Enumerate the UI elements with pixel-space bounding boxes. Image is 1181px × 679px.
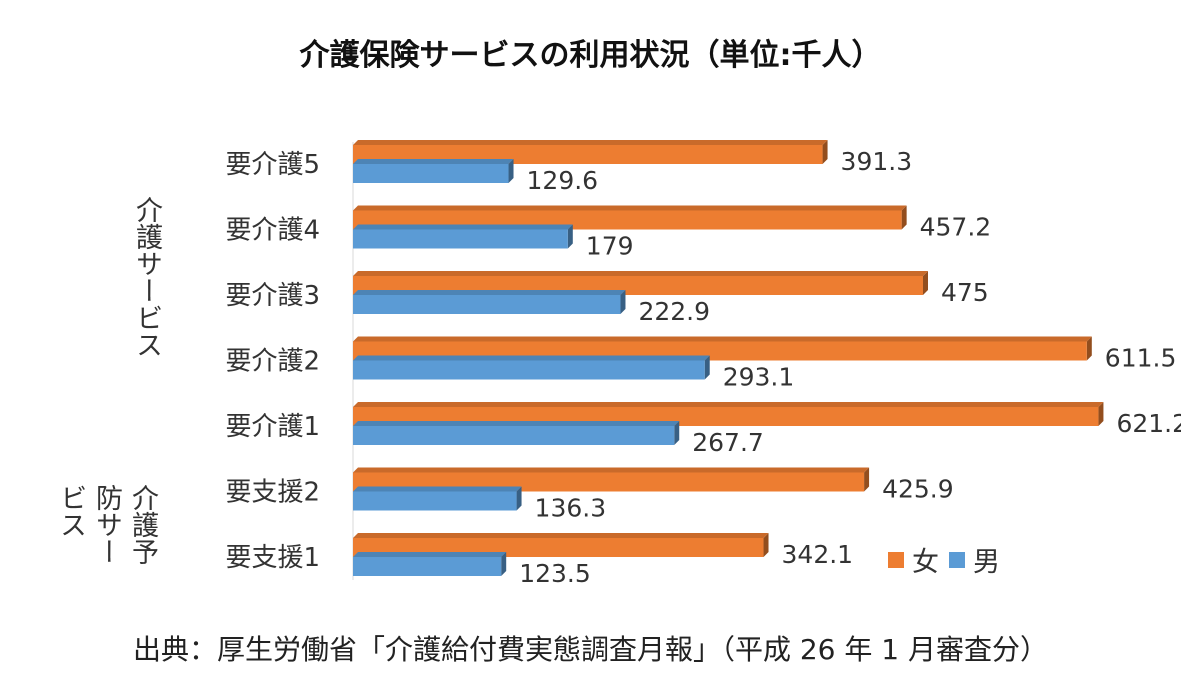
bar	[353, 159, 514, 183]
data-label: 621.2	[1116, 409, 1181, 438]
bar-side	[567, 224, 573, 249]
bar	[353, 205, 907, 230]
bar-side	[901, 205, 907, 230]
category-label: 要介護4	[225, 216, 320, 246]
data-label: 179	[586, 232, 634, 261]
bar-side	[923, 271, 928, 295]
bar-top	[353, 552, 507, 557]
bar-side	[704, 355, 710, 380]
bar-face	[353, 491, 517, 511]
bar-top	[353, 271, 928, 276]
bar-top	[353, 533, 769, 538]
legend-swatch	[888, 551, 904, 568]
data-label: 342.1	[782, 540, 854, 569]
data-label: 136.3	[535, 494, 607, 523]
bar-side	[620, 290, 626, 314]
bar-face	[353, 295, 621, 314]
data-label: 123.5	[519, 559, 591, 588]
legend-label: 女	[912, 547, 939, 578]
group-label-care-services: 介護サービス	[131, 196, 162, 358]
bar-top	[353, 205, 907, 211]
legend-item: 男	[949, 540, 1000, 579]
category-label: 要介護5	[225, 150, 320, 180]
category-label: 要介護2	[225, 347, 320, 377]
bar-top	[353, 467, 870, 473]
bar-face	[353, 229, 568, 249]
legend-item: 女	[888, 540, 939, 579]
legend: 女男	[888, 540, 1000, 579]
bar-face	[353, 557, 502, 576]
bar-face	[353, 360, 705, 380]
bar-top	[353, 486, 522, 492]
bar-top	[353, 402, 1104, 407]
bar-top	[353, 355, 710, 361]
bar-side	[508, 159, 514, 183]
bar-top	[353, 336, 1092, 342]
bar-side	[501, 552, 507, 576]
bar-top	[353, 421, 680, 426]
data-label: 391.3	[841, 147, 913, 176]
category-label: 要介護1	[225, 412, 320, 442]
bar-side	[864, 467, 870, 492]
bar-side	[763, 533, 769, 557]
source-note: 出典：厚生労働省「介護給付費実態調査月報」（平成 26 年 1 月審査分）	[132, 633, 1049, 666]
legend-swatch	[949, 551, 965, 568]
data-label: 475	[941, 278, 989, 307]
data-label: 457.2	[920, 213, 992, 242]
bar-top	[353, 224, 573, 230]
bar-top	[353, 159, 514, 164]
data-label: 293.1	[723, 363, 795, 392]
bar	[353, 224, 573, 249]
bar	[353, 552, 507, 576]
category-label: 要支援1	[225, 543, 320, 573]
bar	[353, 486, 522, 511]
bar-side	[516, 486, 522, 511]
data-label: 222.9	[638, 297, 710, 326]
bar-side	[822, 140, 828, 164]
bar-side	[1086, 336, 1092, 361]
bar-top	[353, 290, 626, 295]
legend-label: 男	[973, 547, 1000, 578]
bar-top	[353, 140, 828, 145]
data-label: 267.7	[692, 428, 764, 457]
bar	[353, 290, 626, 314]
category-label: 要支援2	[225, 478, 320, 508]
group-label-prevention-services: 介護予防サービス	[55, 484, 158, 565]
data-label: 425.9	[882, 475, 954, 504]
chart-title: 介護保険サービスの利用状況（単位:千人）	[299, 38, 882, 73]
bar-side	[674, 421, 680, 445]
bar	[353, 355, 710, 380]
data-label: 611.5	[1105, 344, 1177, 373]
category-label: 要介護3	[225, 281, 320, 311]
bar-side	[1098, 402, 1104, 426]
data-label: 129.6	[527, 166, 599, 195]
bar-face	[353, 426, 675, 445]
bar-face	[353, 164, 509, 183]
bar	[353, 421, 680, 445]
